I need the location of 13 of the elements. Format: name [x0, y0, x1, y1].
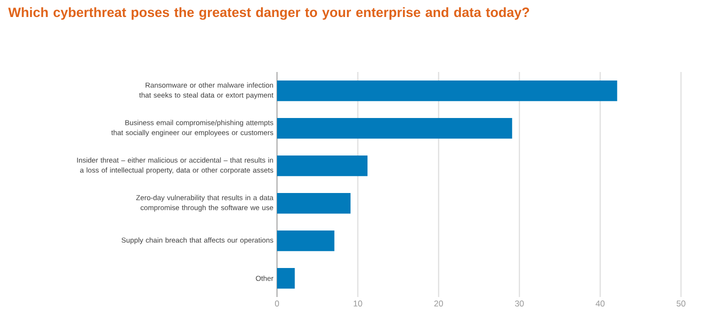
x-tick-label: 50: [676, 300, 686, 307]
bar: [277, 192, 351, 214]
x-tick-label: 20: [434, 300, 443, 307]
bar: [277, 118, 512, 139]
chart-title: Which cyberthreat poses the greatest danger to your enterprise and data today?: [8, 7, 530, 20]
x-tick-label: 30: [515, 300, 524, 307]
x-tick-label: 40: [596, 300, 605, 307]
bar: [277, 155, 368, 176]
bar: [277, 268, 295, 289]
bar: [277, 230, 334, 252]
bar: [277, 80, 618, 102]
x-tick-label: 0: [274, 300, 280, 307]
x-tick-label: 10: [354, 300, 362, 307]
